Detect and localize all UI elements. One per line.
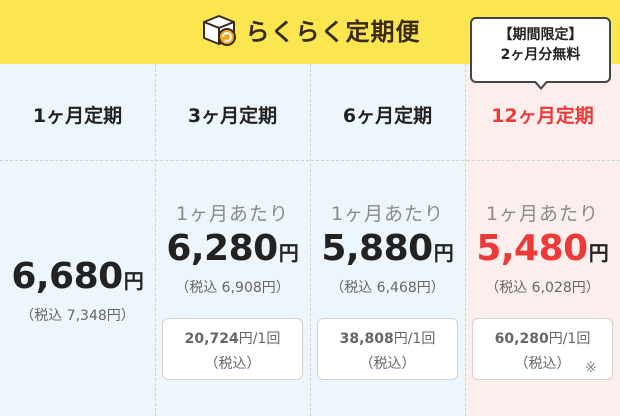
total-box-12: 60,280円/1回 （税込） [472,318,613,380]
price-1: 6,680円 [0,256,155,297]
per-month-label-6: 1ヶ月あたり [330,203,445,225]
per-month-label-12: 1ヶ月あたり [485,203,600,225]
total-amount: 20,724 [184,331,239,347]
plan-label-1: 1ヶ月定期 [32,105,123,127]
per-month-label-3: 1ヶ月あたり [175,203,290,225]
column-divider [465,64,466,416]
total-amount-line: 38,808円/1回 [318,328,457,348]
promo-line-1: 【期間限定】 [498,27,583,43]
column-divider [155,64,156,416]
total-amount-line: 20,724円/1回 [163,328,302,348]
price-12: 5,480円 [465,228,620,269]
price-value: 5,880 [321,228,433,269]
price-yen: 円 [123,269,144,293]
total-tax: （税込） [359,356,416,372]
note-mark: ※ [585,360,597,376]
promo-line-2: 2ヶ月分無料 [500,47,581,63]
tax-included-6: （税込 6,468円） [330,280,445,296]
tax-included-1: （税込 7,348円） [20,308,135,324]
total-unit: 円/1回 [548,331,591,347]
promo-badge: 【期間限定】 2ヶ月分無料 [470,17,611,83]
promo-tail-inner [535,80,547,87]
price-value: 6,280 [166,228,278,269]
total-box-3: 20,724円/1回 （税込） [162,318,303,380]
plan-column-1 [0,64,155,416]
price-yen: 円 [278,241,299,265]
column-divider [310,64,311,416]
box-refresh-icon [202,14,236,46]
header-title-row: らくらく定期便 [0,12,620,47]
price-6: 5,880円 [310,228,465,269]
plan-label-12: 12ヶ月定期 [491,105,594,127]
price-3: 6,280円 [155,228,310,269]
row-divider [0,160,620,161]
price-yen: 円 [433,241,454,265]
total-tax: （税込） [514,356,571,372]
price-value: 5,480 [476,228,588,269]
total-unit: 円/1回 [238,331,281,347]
tax-included-3: （税込 6,908円） [175,280,290,296]
total-box-6: 38,808円/1回 （税込） [317,318,458,380]
plan-label-6: 6ヶ月定期 [342,105,433,127]
price-yen: 円 [588,241,609,265]
total-unit: 円/1回 [393,331,436,347]
total-amount: 38,808 [339,331,394,347]
plan-label-3: 3ヶ月定期 [187,105,278,127]
total-amount-line: 60,280円/1回 [473,328,612,348]
header-title: らくらく定期便 [245,18,421,46]
price-value: 6,680 [11,256,123,297]
total-amount: 60,280 [494,331,549,347]
tax-included-12: （税込 6,028円） [485,280,600,296]
total-tax: （税込） [204,356,261,372]
